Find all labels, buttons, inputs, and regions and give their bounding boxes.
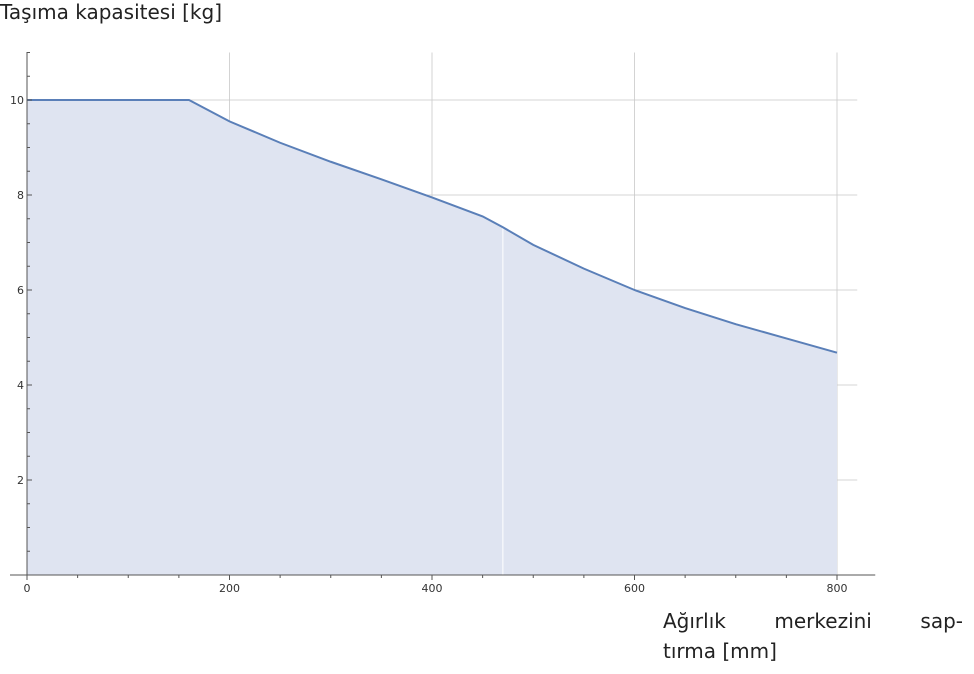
x-title-word: merkezini	[774, 609, 872, 633]
y-tick-label: 8	[17, 189, 24, 202]
x-title-word: Ağırlık	[663, 609, 726, 633]
x-tick-label: 0	[24, 582, 31, 595]
capacity-area	[27, 100, 837, 575]
x-title-word: sap-	[920, 609, 963, 633]
chart-plot: 0 200 400 600 800 2 4 6 8 10	[10, 52, 876, 595]
ticks: 0 200 400 600 800 2 4 6 8 10	[10, 52, 848, 595]
y-axis-title: Taşıma kapasitesi [kg]	[0, 0, 223, 24]
y-tick-label: 10	[10, 94, 24, 107]
series-line	[27, 99, 838, 354]
y-tick-label: 2	[17, 474, 24, 487]
y-tick-label: 6	[17, 284, 24, 297]
x-tick-label: 400	[422, 582, 443, 595]
y-tick-label: 4	[17, 379, 24, 392]
x-tick-label: 800	[827, 582, 848, 595]
x-tick-label: 200	[219, 582, 240, 595]
x-tick-label: 600	[624, 582, 645, 595]
x-axis-title: Ağırlık merkezini sap- tırma [mm]	[663, 606, 963, 666]
x-title-line2: tırma [mm]	[663, 639, 777, 663]
